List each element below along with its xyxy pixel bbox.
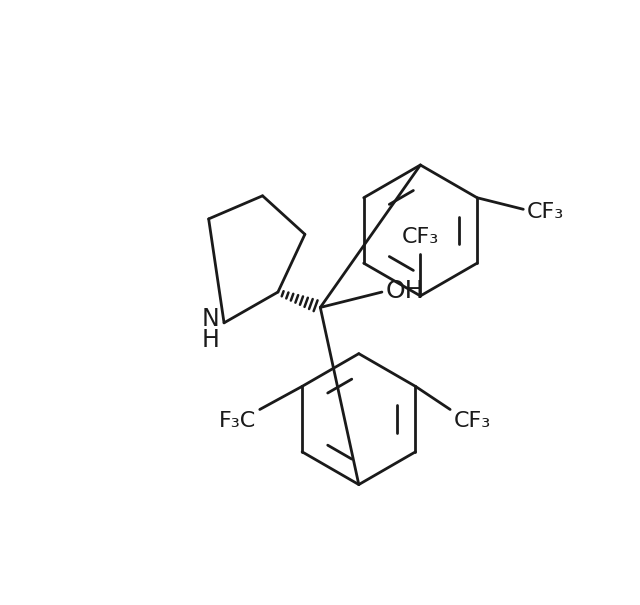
Text: CF₃: CF₃	[454, 411, 492, 431]
Text: OH: OH	[386, 278, 424, 302]
Text: H: H	[201, 328, 219, 352]
Text: CF₃: CF₃	[402, 227, 439, 247]
Text: F₃C: F₃C	[219, 411, 256, 431]
Text: CF₃: CF₃	[527, 201, 564, 221]
Text: N: N	[202, 307, 219, 331]
